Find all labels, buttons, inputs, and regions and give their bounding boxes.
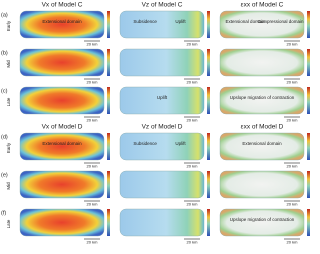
annotation: Extensional domain [242, 141, 282, 146]
map-panel [19, 86, 105, 115]
map-panel [19, 170, 105, 199]
scale-bar: 20 km [87, 80, 99, 85]
scale-bar: 20 km [187, 42, 199, 47]
panel-label: (e) [1, 172, 8, 178]
colorbar [207, 87, 210, 114]
scale-bar: 20 km [87, 240, 99, 245]
map-panel [119, 132, 205, 161]
map-panel [119, 170, 205, 199]
map-panel [119, 10, 205, 39]
stage-label: Late [6, 97, 11, 106]
scale-bar: 20 km [287, 240, 299, 245]
stage-label: Early [6, 20, 11, 31]
map-panel [19, 132, 105, 161]
column-title: Vx of Model C [42, 2, 83, 9]
column-title: Vx of Model D [42, 124, 83, 131]
colorbar [207, 209, 210, 236]
colorbar [207, 171, 210, 198]
annotation: Uplift [175, 19, 186, 24]
stage-label: Late [6, 219, 11, 228]
annotation: Subsidence [133, 141, 157, 146]
scale-bar: 20 km [287, 80, 299, 85]
panel-label: (a) [1, 12, 8, 18]
map-panel [219, 132, 305, 161]
colorbar [307, 209, 310, 236]
annotation: Extensional domain [226, 19, 266, 24]
column-title: Vz of Model C [142, 2, 183, 9]
scale-bar: 20 km [287, 164, 299, 169]
scale-bar: 20 km [187, 240, 199, 245]
colorbar [107, 49, 110, 76]
stage-label: Mid [6, 60, 11, 68]
annotation: Extensional domain [42, 19, 82, 24]
colorbar [307, 133, 310, 160]
annotation: Uplift [175, 141, 186, 146]
panel-label: (d) [1, 134, 8, 140]
colorbar [107, 171, 110, 198]
column-title: εxx of Model C [241, 2, 284, 9]
panel-label: (f) [1, 210, 6, 216]
colorbar [107, 11, 110, 38]
map-panel [19, 48, 105, 77]
map-panel [119, 48, 205, 77]
colorbar [307, 171, 310, 198]
map-panel [19, 10, 105, 39]
scale-bar: 20 km [187, 80, 199, 85]
colorbar [307, 49, 310, 76]
scale-bar: 20 km [287, 42, 299, 47]
map-panel [19, 208, 105, 237]
colorbar [207, 133, 210, 160]
scale-bar: 20 km [87, 202, 99, 207]
colorbar [207, 49, 210, 76]
scale-bar: 20 km [87, 42, 99, 47]
map-panel [219, 208, 305, 237]
map-panel [219, 86, 305, 115]
colorbar [107, 87, 110, 114]
map-panel [219, 10, 305, 39]
panel-label: (c) [1, 88, 8, 94]
colorbar [207, 11, 210, 38]
scale-bar: 20 km [187, 202, 199, 207]
scale-bar: 20 km [87, 118, 99, 123]
colorbar [107, 133, 110, 160]
scale-bar: 20 km [87, 164, 99, 169]
column-title: εxx of Model D [241, 124, 284, 131]
scale-bar: 20 km [287, 118, 299, 123]
annotation: Uplift [157, 95, 168, 100]
stage-label: Early [6, 142, 11, 153]
scale-bar: 20 km [287, 202, 299, 207]
panel-label: (b) [1, 50, 8, 56]
annotation: Compressional domain [257, 19, 304, 24]
scale-bar: 20 km [187, 118, 199, 123]
map-panel [219, 48, 305, 77]
annotation: Upslope migration of contraction [230, 217, 295, 222]
colorbar [107, 209, 110, 236]
scale-bar: 20 km [187, 164, 199, 169]
map-panel [219, 170, 305, 199]
colorbar [307, 87, 310, 114]
map-panel [119, 86, 205, 115]
annotation: Subsidence [133, 19, 157, 24]
annotation: Upslope migration of contraction [230, 95, 295, 100]
column-title: Vz of Model D [142, 124, 183, 131]
colorbar [307, 11, 310, 38]
map-panel [119, 208, 205, 237]
annotation: Extensional domain [42, 141, 82, 146]
stage-label: Mid [6, 182, 11, 190]
